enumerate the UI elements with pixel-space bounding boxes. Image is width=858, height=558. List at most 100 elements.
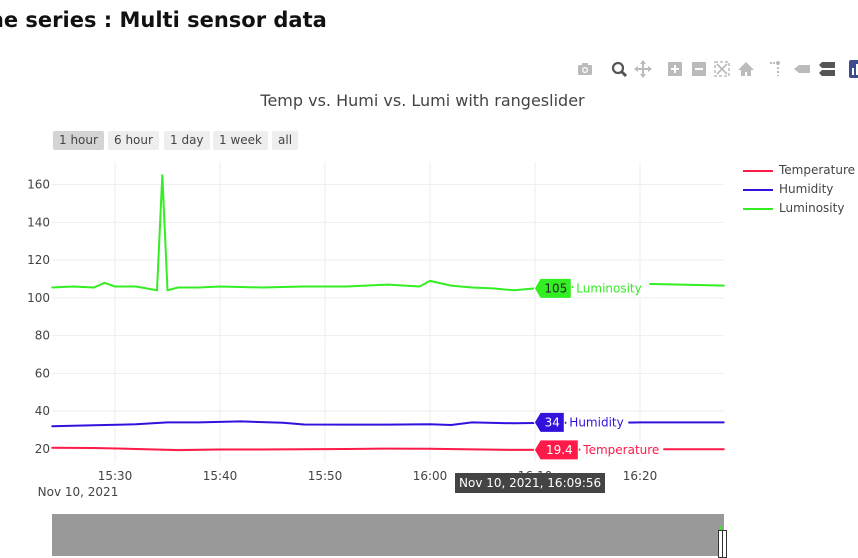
data-point-luminosity bbox=[198, 286, 200, 289]
spike-lines-icon[interactable] bbox=[767, 60, 785, 78]
data-point-temperature bbox=[681, 448, 683, 450]
data-point-temperature bbox=[303, 448, 305, 450]
data-point-luminosity bbox=[114, 285, 116, 288]
data-point-humidity bbox=[51, 425, 53, 427]
y-tick-label: 100 bbox=[27, 291, 50, 305]
zoom-out-icon[interactable] bbox=[690, 60, 708, 78]
hover-value-luminosity: 105 bbox=[544, 281, 567, 295]
data-point-luminosity bbox=[51, 286, 53, 289]
y-tick-label: 140 bbox=[27, 215, 50, 229]
data-point-humidity bbox=[471, 421, 473, 424]
hover-label-luminosity: 105 Luminosity bbox=[533, 277, 650, 299]
hover-box-temperature bbox=[533, 439, 579, 461]
hover-compare-icon[interactable] bbox=[818, 60, 836, 78]
rangeslider-handle-right[interactable] bbox=[722, 530, 727, 558]
y-tick-label: 160 bbox=[27, 178, 50, 192]
data-point-humidity bbox=[198, 421, 200, 424]
data-point-luminosity bbox=[303, 285, 305, 288]
hover-name-humidity: Humidity bbox=[569, 415, 623, 429]
data-point-luminosity bbox=[177, 286, 179, 289]
camera-icon[interactable] bbox=[576, 60, 594, 78]
x-tick-label: 15:40 bbox=[203, 469, 238, 483]
data-point-luminosity bbox=[345, 285, 347, 288]
data-point-luminosity bbox=[492, 287, 494, 290]
data-point-luminosity bbox=[156, 289, 158, 292]
legend-label-temperature: Temperature bbox=[779, 163, 856, 177]
data-point-humidity bbox=[93, 424, 95, 427]
data-point-humidity bbox=[387, 423, 389, 426]
data-point-luminosity bbox=[723, 284, 725, 287]
hover-box-luminosity bbox=[533, 277, 572, 299]
y-tick-label: 60 bbox=[35, 366, 50, 380]
data-point-luminosity bbox=[450, 284, 452, 287]
data-point-temperature bbox=[219, 448, 221, 451]
data-point-luminosity bbox=[513, 289, 515, 292]
data-point-temperature bbox=[345, 448, 347, 450]
data-point-temperature bbox=[471, 448, 473, 451]
zoom-in-icon[interactable] bbox=[666, 60, 684, 78]
x-tick-label: 15:50 bbox=[308, 469, 343, 483]
legend-item-luminosity[interactable]: Luminosity bbox=[741, 200, 858, 218]
legend-item-temperature[interactable]: Temperature bbox=[741, 162, 858, 180]
x-tick-label: 15:30 bbox=[98, 469, 133, 483]
data-point-humidity bbox=[681, 421, 683, 424]
home-icon[interactable] bbox=[737, 60, 755, 78]
data-point-luminosity bbox=[429, 280, 431, 282]
range-button-all[interactable]: all bbox=[272, 131, 299, 150]
hover-closest-icon[interactable] bbox=[793, 60, 811, 78]
y-tick-label: 20 bbox=[35, 442, 50, 456]
zoom-icon[interactable] bbox=[610, 60, 628, 78]
hover-value-humidity: 34 bbox=[545, 415, 560, 429]
y-tick-label: 120 bbox=[27, 253, 50, 267]
x-date-label: Nov 10, 2021 bbox=[38, 485, 119, 499]
data-point-luminosity bbox=[103, 281, 106, 284]
range-button-1-hour[interactable]: 1 hour bbox=[53, 131, 104, 150]
hover-box-humidity bbox=[533, 411, 565, 433]
legend-item-humidity[interactable]: Humidity bbox=[741, 181, 858, 199]
rangeslider[interactable] bbox=[52, 514, 727, 558]
data-point-luminosity bbox=[161, 174, 164, 177]
data-point-luminosity bbox=[471, 286, 473, 289]
data-point-luminosity bbox=[72, 285, 74, 288]
data-point-luminosity bbox=[135, 285, 137, 288]
data-point-humidity bbox=[723, 421, 725, 424]
pan-icon[interactable] bbox=[634, 60, 652, 78]
data-point-luminosity bbox=[145, 287, 148, 290]
data-point-luminosity bbox=[681, 283, 683, 286]
data-point-humidity bbox=[450, 424, 452, 426]
data-point-luminosity bbox=[166, 289, 169, 292]
hover-name-bg-humidity bbox=[566, 413, 629, 432]
data-point-humidity bbox=[135, 423, 137, 426]
range-button-6-hour[interactable]: 6 hour bbox=[108, 131, 159, 150]
data-point-temperature bbox=[261, 448, 263, 451]
hover-name-bg-luminosity bbox=[573, 279, 650, 298]
hover-name-luminosity: Luminosity bbox=[576, 281, 641, 295]
data-point-temperature bbox=[513, 449, 515, 451]
range-button-1-week[interactable]: 1 week bbox=[213, 131, 268, 150]
y-tick-label: 80 bbox=[35, 329, 50, 343]
plotly-logo-icon[interactable] bbox=[849, 60, 858, 78]
hover-value-temperature: 19.4 bbox=[546, 443, 573, 457]
legend-label-luminosity: Luminosity bbox=[779, 201, 845, 215]
data-point-luminosity bbox=[261, 286, 263, 289]
x-tick-label: 16:00 bbox=[413, 469, 448, 483]
data-point-temperature bbox=[177, 449, 179, 451]
hover-label-humidity: 34 Humidity bbox=[533, 411, 629, 433]
hover-label-temperature: 19.4 Temperature bbox=[533, 439, 664, 461]
legend-label-humidity: Humidity bbox=[779, 182, 834, 196]
chart-title: Temp vs. Humi vs. Lumi with rangeslider bbox=[260, 91, 585, 110]
data-point-humidity bbox=[282, 421, 284, 424]
data-point-luminosity bbox=[93, 286, 95, 289]
data-point-humidity bbox=[639, 421, 641, 424]
x-tick-label: 16:20 bbox=[623, 469, 658, 483]
page-title: me series : Multi sensor data bbox=[0, 8, 327, 32]
range-button-1-day[interactable]: 1 day bbox=[164, 131, 210, 150]
autoscale-icon[interactable] bbox=[713, 60, 731, 78]
hover-x-label: Nov 10, 2021, 16:09:56 bbox=[455, 473, 606, 493]
legend-swatch-luminosity bbox=[743, 208, 773, 210]
data-point-humidity bbox=[429, 423, 431, 426]
data-point-temperature bbox=[723, 448, 725, 450]
data-point-temperature bbox=[387, 447, 389, 450]
data-point-temperature bbox=[93, 447, 95, 449]
